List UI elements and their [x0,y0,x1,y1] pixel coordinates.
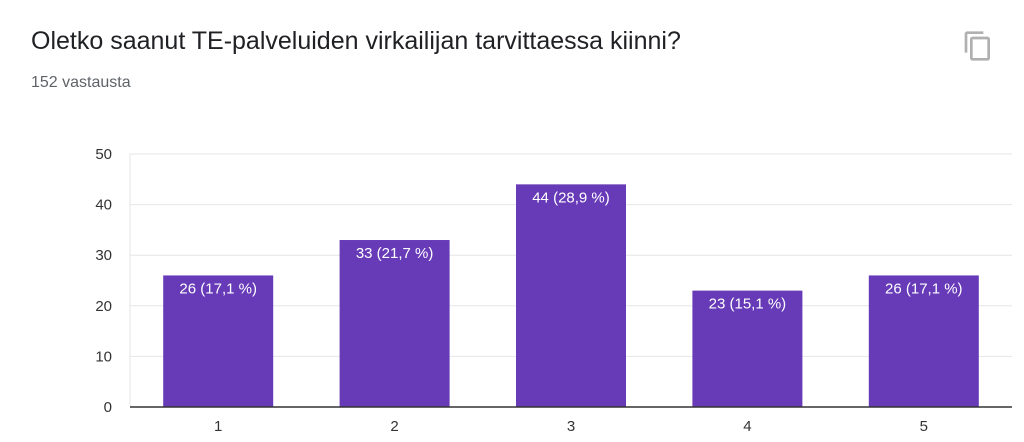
bar [692,290,803,407]
bar-data-label: 23 (15,1 %) [709,296,787,313]
y-tick-label: 30 [95,247,112,264]
bar [868,275,979,407]
bar-data-label: 26 (17,1 %) [179,280,257,297]
x-tick-label: 3 [567,418,575,435]
bar [516,184,626,407]
x-tick-label: 5 [920,418,928,435]
copy-icon [964,31,990,61]
copy-chart-button[interactable] [962,30,994,62]
x-tick-label: 4 [743,418,751,435]
x-tick-label: 2 [390,418,398,435]
bar [339,240,450,407]
question-title: Oletko saanut TE-palveluiden virkailijan… [31,27,681,55]
y-tick-label: 40 [95,197,112,214]
x-tick-label: 1 [214,418,222,435]
bar-data-label: 26 (17,1 %) [885,280,963,297]
y-tick-label: 20 [95,298,112,315]
bar [163,275,274,407]
response-count: 152 vastausta [31,74,131,91]
y-tick-label: 50 [95,146,112,163]
bar-data-label: 44 (28,9 %) [532,189,610,206]
y-tick-label: 0 [104,399,112,416]
y-tick-label: 10 [95,348,112,365]
bar-data-label: 33 (21,7 %) [356,245,434,262]
